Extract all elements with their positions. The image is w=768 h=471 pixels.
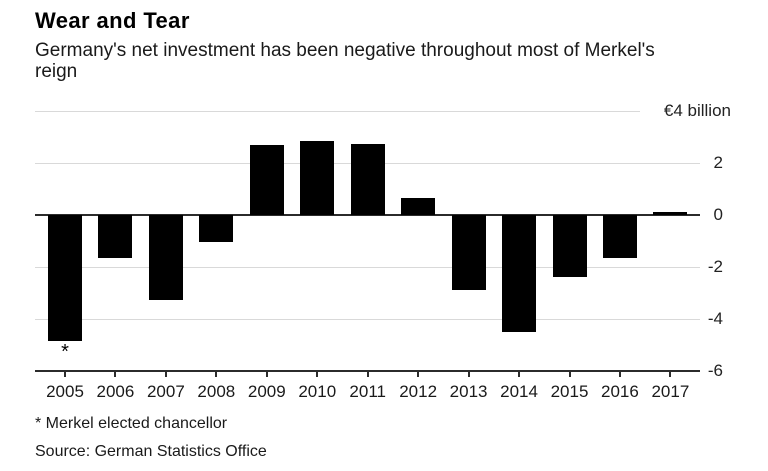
bar-2008 [199,215,234,243]
bar-2013 [451,215,486,291]
bar-2014 [502,215,537,332]
x-axis-label-2009: 2009 [247,382,286,401]
y-axis-label-0: 0 [713,205,723,224]
subtitle-line-1: Germany's net investment has been negati… [35,40,655,61]
bar-2017 [653,212,688,215]
x-axis-tick-2005 [64,371,66,377]
x-axis-label-2011: 2011 [349,382,386,401]
y-axis-unit-label: €4 billion [663,101,731,120]
zero-baseline [35,214,700,216]
x-axis-label-2010: 2010 [298,382,337,401]
bar-2015 [552,215,587,278]
y-axis-label-2: 2 [713,153,723,172]
x-axis-tick-2008 [215,371,218,377]
x-axis-label-2014: 2014 [500,382,538,401]
y-axis-label--4: -4 [707,309,723,328]
bar-2005 [48,215,82,342]
annotation-asterisk: * [61,341,69,364]
x-axis-tick-2014 [518,371,521,377]
x-axis-tick-2012 [417,371,420,377]
chart-subtitle: Germany's net investment has been negati… [35,40,655,82]
chart-footnote: * Merkel elected chancellor [35,415,228,432]
x-axis-label-2006: 2006 [96,382,135,401]
x-axis-label-2007: 2007 [146,382,185,401]
gridline--4 [35,319,700,320]
x-axis-tick-2017 [669,371,672,377]
x-axis-tick-2011 [366,371,369,377]
x-axis-label-2012: 2012 [399,382,438,401]
bar-2012 [401,198,436,215]
x-axis-tick-2006 [114,371,117,377]
x-axis-label-2016: 2016 [601,382,639,401]
bar-2006 [98,215,133,258]
x-axis-label-2005: 2005 [46,382,84,401]
x-axis-tick-2007 [164,371,167,377]
bar-2016 [602,215,637,258]
x-axis-tick-2016 [618,371,621,377]
x-axis-label-2015: 2015 [550,382,589,401]
x-axis-tick-2015 [568,371,571,377]
x-axis-label-2008: 2008 [197,382,236,401]
x-axis-tick-2010 [316,371,319,377]
subtitle-line-2: reign [35,61,78,82]
x-axis-label-2013: 2013 [449,382,488,401]
x-axis-tick-2009 [265,371,268,377]
gridline--2 [35,267,700,268]
bar-2007 [148,215,183,300]
chart-source: Source: German Statistics Office [35,443,267,460]
bar-2011 [350,143,385,215]
chart-title: Wear and Tear [35,8,190,33]
y-axis-label--2: -2 [707,257,723,276]
bar-2010 [300,140,335,215]
gridline-4 [35,111,640,112]
x-axis-label-2017: 2017 [651,382,690,401]
bar-2009 [249,144,284,215]
x-axis-tick-2013 [467,371,470,377]
y-axis-label--6: -6 [707,361,723,380]
